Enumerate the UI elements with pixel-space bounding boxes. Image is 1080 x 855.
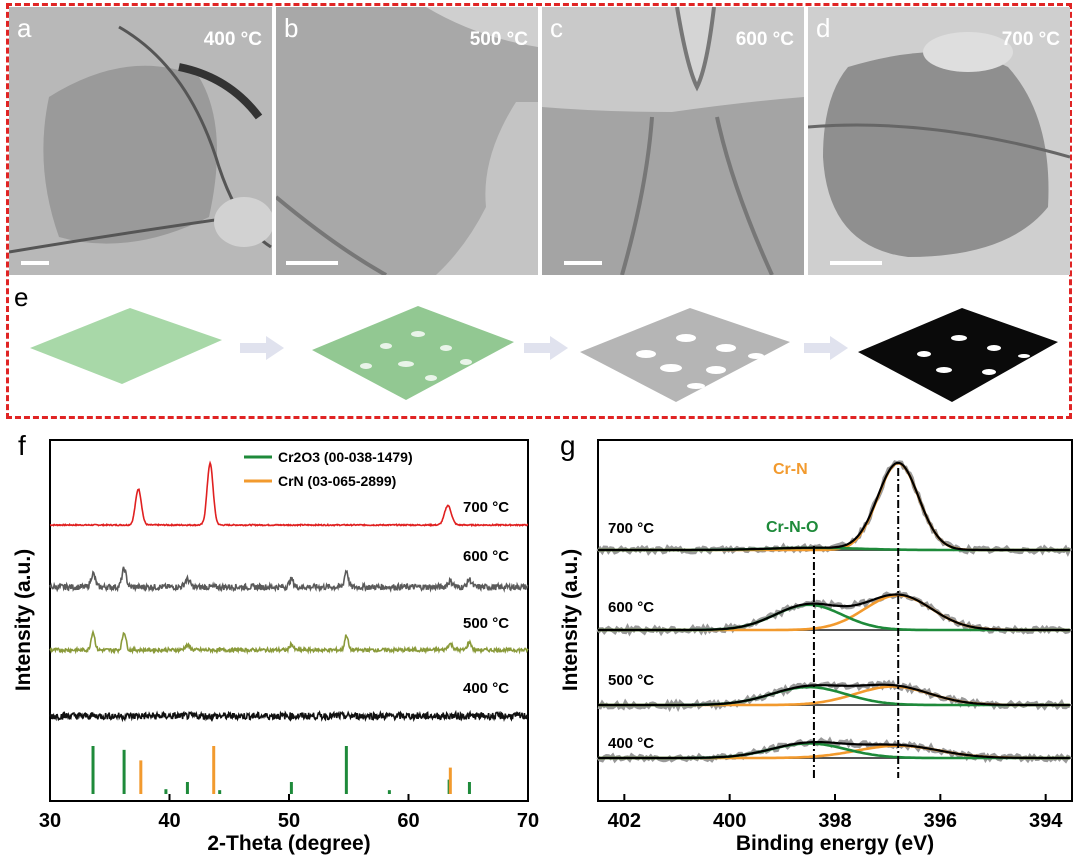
scale-bar-a: [21, 261, 49, 265]
xrd-plot-frame: [49, 439, 529, 802]
panel-letter-c: c: [550, 13, 563, 43]
xrd-trace-1: [49, 566, 529, 593]
xrd-trace-3: [49, 709, 529, 723]
legend-label-crn: CrN (03-065-2899): [278, 473, 396, 489]
scale-bar-c: [564, 261, 602, 265]
xrd-series-label-3: 400 °C: [463, 680, 509, 697]
tem-panel-d: d 700 °C: [808, 7, 1070, 275]
process-arrow-2: [524, 336, 568, 360]
xrd-tick-label-4: 70: [517, 810, 539, 832]
xps-envelope-2: [598, 683, 1070, 707]
schematic-porous-green-sheet: [312, 306, 514, 400]
temperature-label-a: 400 °C: [203, 29, 262, 50]
annotation-cr-n-o: Cr-N-O: [766, 519, 818, 536]
xps-envelope-0: [598, 461, 1070, 552]
panel-letter-e: e: [14, 282, 29, 312]
xps-raw-0: [596, 460, 1072, 557]
xps-raw-1: [596, 590, 1072, 637]
xrd-series-label-0: 700 °C: [463, 499, 509, 516]
panel-letter-f: f: [18, 430, 26, 461]
xps-tick-label-4: 394: [1029, 810, 1063, 832]
xps-series-label-0: 700 °C: [608, 520, 654, 537]
panel-letter-a: a: [17, 13, 32, 43]
xrd-series-label-1: 600 °C: [463, 548, 509, 565]
panels-ae-frame: [6, 3, 1072, 419]
xrd-tick-label-3: 60: [397, 810, 419, 832]
xps-y-axis-label: Intensity (a.u.): [559, 549, 582, 691]
panel-letter-g: g: [560, 430, 576, 461]
tem-panel-c: c 600 °C: [542, 7, 804, 275]
annotation-cr-n: Cr-N: [773, 461, 808, 478]
tem-image-a: [9, 7, 272, 275]
xrd-x-axis-label: 2-Theta (degree): [207, 832, 370, 855]
temperature-label-c: 600 °C: [735, 29, 794, 50]
xps-tick-label-3: 396: [924, 810, 957, 832]
tem-panel-b: b 500 °C: [276, 7, 538, 275]
process-arrow-3: [804, 336, 848, 360]
temperature-label-b: 500 °C: [469, 29, 528, 50]
xrd-chart: 30 40 50 60 70 700 °C 600 °C 500 °C 400 °C Cr2O…: [12, 439, 539, 855]
xps-envelope-1: [598, 593, 1070, 632]
xps-series-label-1: 600 °C: [608, 599, 654, 616]
tem-image-b: [276, 7, 538, 275]
xps-series-label-3: 400 °C: [608, 735, 654, 752]
xps-crn-fit-0: [598, 462, 1070, 552]
xrd-y-axis-label: Intensity (a.u.): [12, 549, 35, 691]
xps-tick-label-2: 398: [818, 810, 851, 832]
xps-series-label-2: 500 °C: [608, 672, 654, 689]
xps-chart: 402 400 398 396 394 700 °C 600 °C 500 °C 400 °C…: [559, 439, 1073, 855]
xps-envelope-3: [598, 741, 1070, 760]
xps-crn-fit-1: [598, 594, 1070, 632]
schematic-porous-gray-sheet: [580, 308, 790, 402]
schematic-solid-sheet: [30, 308, 222, 384]
xrd-trace-2: [49, 629, 529, 655]
process-arrow-1: [240, 336, 284, 360]
xrd-tick-label-0: 30: [39, 810, 61, 832]
tem-image-d: [808, 7, 1070, 275]
xrd-tick-label-2: 50: [278, 810, 300, 832]
tem-image-c: [542, 7, 804, 275]
panel-letter-b: b: [284, 13, 299, 43]
xps-tick-label-1: 400: [713, 810, 746, 832]
panel-letter-d: d: [816, 13, 831, 43]
xps-x-axis-label: Binding energy (eV): [736, 832, 934, 855]
xrd-trace-0: [49, 460, 529, 528]
schematic-black-network: [858, 308, 1058, 402]
tem-panel-a: a 400 °C: [9, 7, 272, 275]
legend-label-cr2o3: Cr2O3 (00-038-1479): [278, 449, 413, 465]
xrd-tick-label-1: 40: [158, 810, 180, 832]
scale-bar-b: [286, 261, 338, 265]
scale-bar-d: [830, 261, 882, 265]
xrd-series-label-2: 500 °C: [463, 615, 509, 632]
xps-tick-label-0: 402: [608, 810, 641, 832]
temperature-label-d: 700 °C: [1001, 29, 1060, 50]
